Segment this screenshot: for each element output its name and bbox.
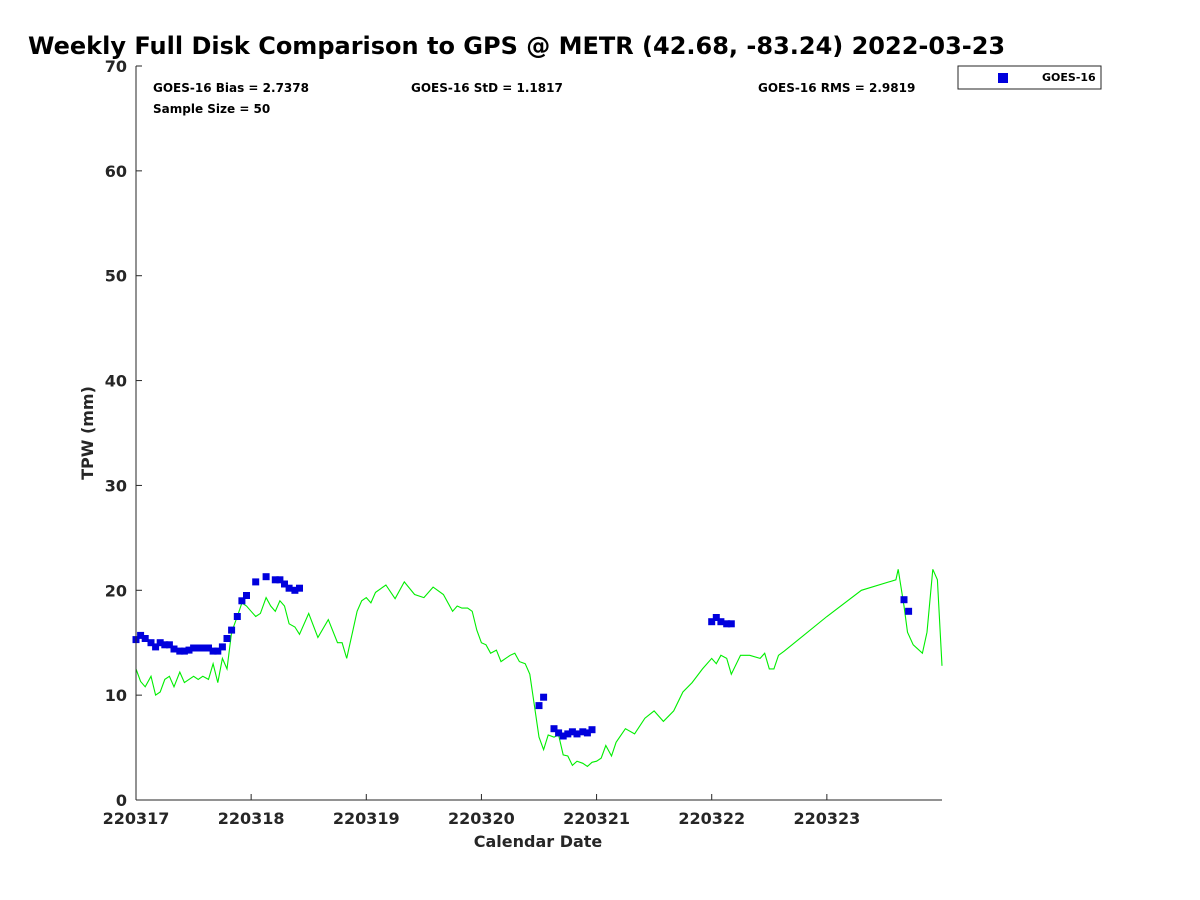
- legend-box: [957, 65, 1102, 90]
- goes16-data-point: [185, 646, 193, 654]
- sample-size-stat: Sample Size = 50: [153, 102, 270, 116]
- goes16-data-point: [276, 576, 284, 584]
- y-axis-label: TPW (mm): [78, 386, 97, 480]
- goes16-data-point: [137, 631, 145, 639]
- goes16-data-point: [285, 584, 293, 592]
- goes16-data-point: [559, 732, 567, 740]
- y-tick-label: 30: [105, 476, 127, 495]
- goes16-data-point: [573, 730, 581, 738]
- goes16-data-point: [252, 578, 260, 586]
- goes16-data-point: [723, 620, 731, 628]
- goes16-data-point: [194, 644, 202, 652]
- goes16-data-point: [165, 641, 173, 649]
- x-axis-label: Calendar Date: [474, 832, 603, 851]
- goes16-data-point: [147, 639, 155, 647]
- goes16-data-point: [540, 693, 548, 701]
- goes16-data-point: [717, 618, 725, 626]
- goes16-data-point: [281, 580, 288, 588]
- goes16-data-point: [727, 620, 735, 628]
- x-tick-label: 220322: [678, 809, 745, 828]
- goes16-data-point: [583, 729, 591, 737]
- y-tick-label: 10: [105, 686, 127, 705]
- goes16-data-point: [228, 626, 236, 634]
- goes16-data-point: [243, 592, 250, 599]
- y-tick-label: 50: [105, 267, 127, 286]
- goes16-data-point: [214, 647, 222, 655]
- legend-goes16-marker: [998, 73, 1008, 83]
- goes16-data-point: [579, 728, 587, 736]
- goes16-data-point: [568, 728, 576, 736]
- goes16-data-point: [238, 597, 246, 605]
- chart-title: Weekly Full Disk Comparison to GPS @ MET…: [28, 32, 1005, 60]
- goes16-series-layer: [132, 573, 913, 740]
- plot-area: [136, 66, 942, 800]
- goes16-data-point: [291, 586, 299, 594]
- rms-stat: GOES-16 RMS = 2.9819: [758, 81, 915, 95]
- goes16-data-point: [900, 596, 908, 604]
- legend-goes16-label: GOES-16: [1042, 71, 1096, 84]
- goes16-data-point: [712, 614, 720, 621]
- goes16-data-point: [233, 613, 241, 620]
- goes16-data-point: [190, 644, 198, 652]
- goes16-data-point: [209, 647, 217, 655]
- goes16-data-point: [905, 607, 913, 615]
- y-tick-label: 0: [116, 791, 127, 810]
- legend: GOES-16: [957, 65, 1102, 90]
- std-stat: GOES-16 StD = 1.1817: [411, 81, 563, 95]
- x-axis-ticks: 220317 220318 220319 220320 220321 220322 2203…: [103, 794, 860, 828]
- x-tick-label: 220323: [793, 809, 860, 828]
- goes16-data-point: [152, 643, 160, 651]
- goes16-data-point: [141, 635, 149, 642]
- x-tick-label: 220317: [103, 809, 170, 828]
- goes16-data-point: [205, 644, 212, 652]
- goes16-data-point: [555, 729, 563, 737]
- x-tick-label: 220318: [218, 809, 285, 828]
- y-axis-ticks: 0 10 20 30 40 50 60 70: [105, 57, 142, 810]
- goes16-data-point: [271, 576, 279, 584]
- bias-stat: GOES-16 Bias = 2.7378: [153, 81, 309, 95]
- y-tick-label: 60: [105, 162, 127, 181]
- goes16-data-point: [588, 726, 596, 734]
- x-tick-label: 220321: [563, 809, 630, 828]
- x-tick-label: 220319: [333, 809, 400, 828]
- x-tick-label: 220320: [448, 809, 515, 828]
- plot-background: [136, 66, 942, 800]
- axes: [135, 66, 942, 801]
- goes16-data-point: [180, 647, 188, 655]
- goes16-data-point: [223, 635, 231, 642]
- goes16-data-point: [262, 573, 270, 581]
- goes16-data-point: [156, 639, 164, 647]
- y-tick-label: 70: [105, 57, 127, 76]
- goes16-data-point: [296, 584, 303, 592]
- goes16-data-point: [176, 647, 184, 655]
- goes16-data-point: [708, 618, 716, 626]
- goes16-data-point: [170, 645, 178, 653]
- goes16-data-point: [550, 725, 558, 733]
- goes16-data-point: [535, 702, 543, 710]
- goes16-data-point: [564, 730, 572, 738]
- goes16-data-point: [161, 641, 169, 649]
- y-tick-label: 20: [105, 581, 127, 600]
- goes16-data-point: [199, 644, 207, 652]
- y-tick-label: 40: [105, 372, 127, 391]
- goes16-data-point: [218, 643, 226, 651]
